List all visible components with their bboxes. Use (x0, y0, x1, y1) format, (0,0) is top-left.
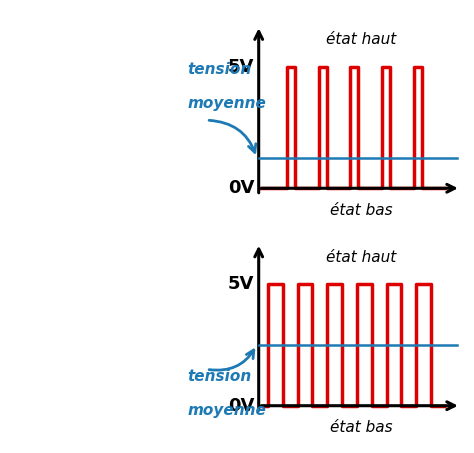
Text: état haut: état haut (327, 250, 397, 265)
Text: tension: tension (188, 62, 252, 77)
Text: 0V: 0V (228, 179, 254, 197)
Text: 5V: 5V (228, 275, 254, 293)
Text: moyenne: moyenne (188, 96, 266, 111)
Text: état bas: état bas (330, 420, 393, 435)
Text: moyenne: moyenne (188, 403, 266, 418)
Text: état haut: état haut (327, 32, 397, 47)
Text: 5V: 5V (228, 58, 254, 76)
Text: 0V: 0V (228, 397, 254, 414)
Text: état bas: état bas (330, 203, 393, 218)
Text: tension: tension (188, 369, 252, 384)
